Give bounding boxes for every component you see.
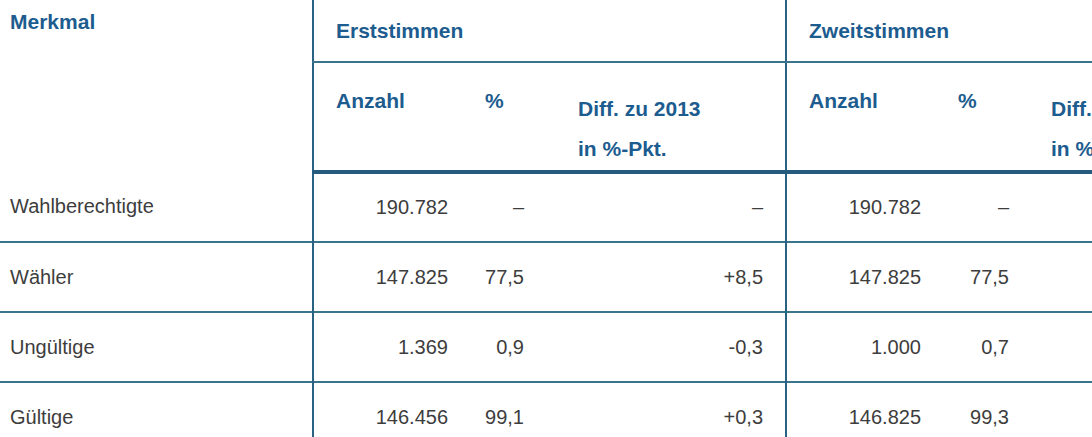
cell-zweit-anzahl: 147.825 bbox=[786, 242, 943, 312]
table-row-waehler: Wähler 147.825 77,5 +8,5 147.825 77,5 bbox=[0, 242, 1092, 312]
cell-zweit-diff bbox=[1023, 382, 1092, 437]
cell-erst-anzahl: 146.456 bbox=[313, 382, 470, 437]
subheader-zweit-diff-line1: Diff. zu 2013 bbox=[1051, 89, 1092, 129]
subheader-erst-percent: % bbox=[470, 62, 550, 172]
cell-erst-percent: 0,9 bbox=[470, 312, 550, 382]
cell-erst-diff: -0,3 bbox=[550, 312, 786, 382]
cell-erst-diff: – bbox=[550, 172, 786, 242]
cell-erst-diff: +8,5 bbox=[550, 242, 786, 312]
table-row-wahlberechtigte: Wahlberechtigte 190.782 – – 190.782 – bbox=[0, 172, 1092, 242]
subheader-erst-diff-line2: in %-Pkt. bbox=[578, 129, 785, 169]
group-header-zweitstimmen: Zweitstimmen bbox=[786, 0, 1092, 62]
cell-merkmal: Wahlberechtigte bbox=[0, 172, 313, 242]
cell-merkmal: Gültige bbox=[0, 382, 313, 437]
group-header-row: Merkmal Erststimmen Zweitstimmen bbox=[0, 0, 1092, 62]
subheader-erst-diff-line1: Diff. zu 2013 bbox=[578, 89, 785, 129]
group-header-erststimmen: Erststimmen bbox=[313, 0, 786, 62]
cell-erst-anzahl: 190.782 bbox=[313, 172, 470, 242]
cell-zweit-diff bbox=[1023, 312, 1092, 382]
table-row-ungueltige: Ungültige 1.369 0,9 -0,3 1.000 0,7 bbox=[0, 312, 1092, 382]
cell-zweit-anzahl: 190.782 bbox=[786, 172, 943, 242]
subheader-zweit-diff: Diff. zu 2013 in %-Pkt. bbox=[1023, 62, 1092, 172]
cell-erst-percent: 99,1 bbox=[470, 382, 550, 437]
cell-zweit-anzahl: 1.000 bbox=[786, 312, 943, 382]
subheader-erst-anzahl: Anzahl bbox=[313, 62, 470, 172]
cell-merkmal: Ungültige bbox=[0, 312, 313, 382]
cell-zweit-anzahl: 146.825 bbox=[786, 382, 943, 437]
election-results-table-viewport: Merkmal Erststimmen Zweitstimmen Anzahl … bbox=[0, 0, 1092, 437]
cell-zweit-diff bbox=[1023, 172, 1092, 242]
subheader-zweit-anzahl: Anzahl bbox=[786, 62, 943, 172]
subheader-zweit-percent: % bbox=[943, 62, 1023, 172]
cell-erst-percent: – bbox=[470, 172, 550, 242]
cell-merkmal: Wähler bbox=[0, 242, 313, 312]
cell-zweit-percent: 99,3 bbox=[943, 382, 1023, 437]
cell-erst-percent: 77,5 bbox=[470, 242, 550, 312]
table-row-gueltige: Gültige 146.456 99,1 +0,3 146.825 99,3 bbox=[0, 382, 1092, 437]
cell-zweit-percent: – bbox=[943, 172, 1023, 242]
cell-zweit-percent: 77,5 bbox=[943, 242, 1023, 312]
column-header-merkmal: Merkmal bbox=[0, 0, 313, 172]
cell-zweit-diff bbox=[1023, 242, 1092, 312]
cell-erst-diff: +0,3 bbox=[550, 382, 786, 437]
cell-erst-anzahl: 1.369 bbox=[313, 312, 470, 382]
election-results-table: Merkmal Erststimmen Zweitstimmen Anzahl … bbox=[0, 0, 1092, 437]
subheader-zweit-diff-line2: in %-Pkt. bbox=[1051, 129, 1092, 169]
cell-zweit-percent: 0,7 bbox=[943, 312, 1023, 382]
cell-erst-anzahl: 147.825 bbox=[313, 242, 470, 312]
subheader-erst-diff: Diff. zu 2013 in %-Pkt. bbox=[550, 62, 786, 172]
